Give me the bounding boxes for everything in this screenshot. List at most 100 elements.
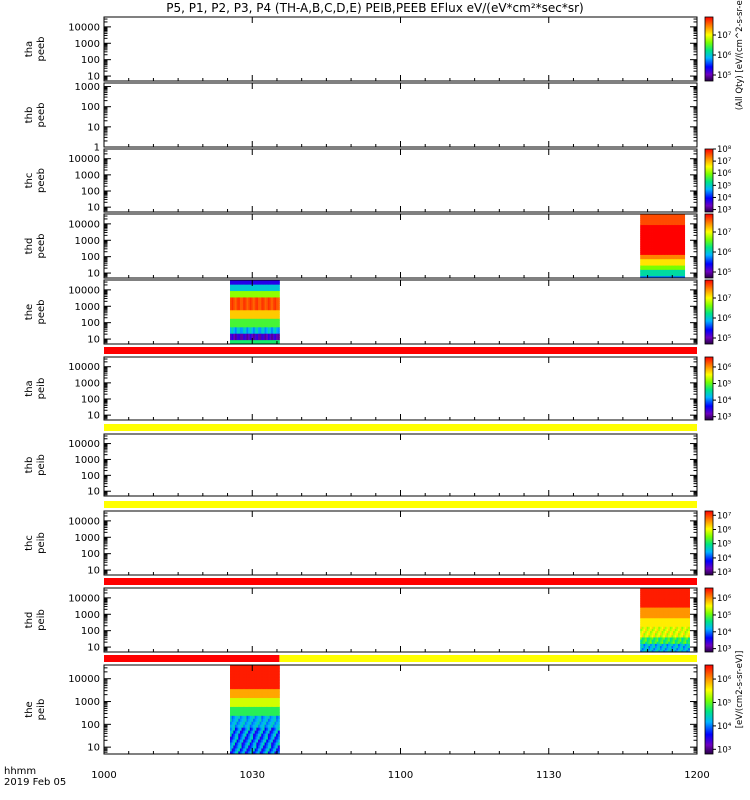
spectrogram-cell: [259, 303, 262, 306]
spectrogram-cell: [274, 309, 277, 313]
spectrogram-cell: [640, 609, 643, 612]
spectrogram-cell: [261, 288, 264, 292]
spectrogram-cell: [681, 641, 684, 644]
spectrogram-cell: [663, 590, 666, 593]
spectrogram-cell: [272, 730, 275, 734]
spectrogram-cell: [657, 269, 660, 272]
spectrogram-cell: [259, 292, 262, 296]
spectrogram-cell: [269, 292, 272, 296]
spectrogram-cell: [651, 645, 654, 649]
spectrogram-cell: [648, 620, 651, 623]
spectrogram-cell: [641, 594, 644, 597]
spectrogram-cell: [687, 611, 690, 614]
spectrogram-cell: [264, 309, 267, 313]
spectrogram-cell: [271, 320, 274, 324]
spectrogram-cell: [659, 239, 662, 243]
spectrogram-cell: [267, 322, 270, 326]
spectrogram-cell: [241, 739, 244, 743]
spectrogram-cell: [254, 682, 257, 687]
spectrogram-cell: [266, 286, 269, 289]
y-tick-label: 100: [81, 549, 100, 560]
spectrogram-cell: [243, 314, 246, 317]
spectrogram-cell: [259, 703, 262, 707]
spectrogram-cell: [669, 611, 672, 614]
spectrogram-cell: [230, 307, 233, 311]
spectrogram-cell: [241, 326, 244, 330]
spectrogram-cell: [679, 620, 682, 623]
spectrogram-cell: [666, 267, 669, 270]
spectrogram-cell: [640, 607, 643, 610]
spectrogram-cell: [253, 706, 256, 710]
spectrogram-cell: [246, 715, 249, 719]
spectrogram-cell: [645, 594, 648, 597]
spectrogram-cell: [266, 751, 269, 755]
spectrogram-cell: [656, 260, 659, 264]
spectrogram-cell: [248, 312, 251, 315]
spectrogram-cell: [274, 288, 277, 292]
spectrogram-cell: [651, 622, 654, 625]
spectrogram-cell: [671, 639, 674, 642]
spectrogram-cell: [239, 307, 242, 311]
spectrogram-cell: [640, 647, 643, 651]
spectrogram-cell: [248, 739, 251, 743]
spectrogram-cell: [686, 622, 689, 625]
spectrogram-cell: [233, 316, 236, 319]
spectrogram-cell: [687, 632, 690, 636]
spectrogram-cell: [687, 615, 690, 619]
spectrogram-cell: [262, 670, 266, 675]
spectrogram-cell: [249, 745, 252, 749]
spectrogram-cell: [674, 237, 677, 240]
spectrogram-cell: [655, 626, 658, 629]
spectrogram-cell: [241, 679, 244, 684]
spectrogram-cell: [653, 226, 656, 230]
spectrogram-cell: [664, 598, 667, 602]
spectrogram-cell: [272, 324, 275, 328]
spectrogram-cell: [272, 748, 275, 752]
spectrogram-cell: [665, 275, 668, 279]
spectrogram-cell: [683, 269, 686, 272]
spectrogram-cell: [668, 588, 671, 591]
spectrogram-cell: [277, 712, 280, 716]
spectrogram-cell: [675, 275, 678, 279]
spectrogram-cell: [253, 688, 256, 693]
spectrogram-cell: [660, 226, 663, 230]
spectrogram-cell: [243, 339, 246, 343]
spectrogram-cell: [269, 331, 272, 334]
spectrogram-cell: [261, 322, 264, 326]
spectrogram-cell: [687, 600, 690, 604]
spectrogram-cell: [643, 214, 646, 217]
spectrogram-cell: [274, 312, 277, 315]
spectrogram-cell: [234, 736, 237, 740]
spectrogram-cell: [679, 605, 682, 608]
spectrogram-cell: [249, 706, 252, 710]
spectrogram-cell: [686, 628, 689, 632]
spectrogram-cell: [251, 318, 254, 321]
spectrogram-cell: [641, 598, 644, 602]
spectrogram-cell: [261, 320, 264, 324]
spectrogram-cell: [274, 318, 277, 321]
y-tick-label: 1000: [75, 610, 100, 621]
spectrogram-cell: [656, 590, 659, 593]
spectrogram-cell: [679, 596, 682, 600]
spectrogram-cell: [276, 292, 279, 296]
spectrogram-cell: [651, 641, 654, 644]
spectrogram-cell: [231, 284, 234, 287]
spectrogram-cell: [648, 613, 651, 617]
spectrogram-cell: [261, 712, 264, 716]
spectrogram-cell: [244, 682, 247, 687]
spectrogram-cell: [644, 271, 647, 275]
spectrogram-cell: [659, 620, 662, 623]
spectrogram-cell: [672, 260, 675, 264]
spectrogram-cell: [662, 228, 665, 232]
spectrogram-cell: [655, 605, 658, 608]
spectrogram-cell: [264, 682, 267, 687]
colorbar-tick-label: 10³: [717, 413, 731, 423]
spectrogram-cell: [277, 335, 280, 338]
spectrogram-cell: [277, 333, 280, 336]
spectrogram-cell: [259, 322, 262, 326]
spectrogram-cell: [665, 228, 668, 232]
spectrogram-cell: [673, 588, 676, 591]
spectrogram-cell: [658, 605, 661, 608]
spectrogram-cell: [248, 736, 251, 740]
